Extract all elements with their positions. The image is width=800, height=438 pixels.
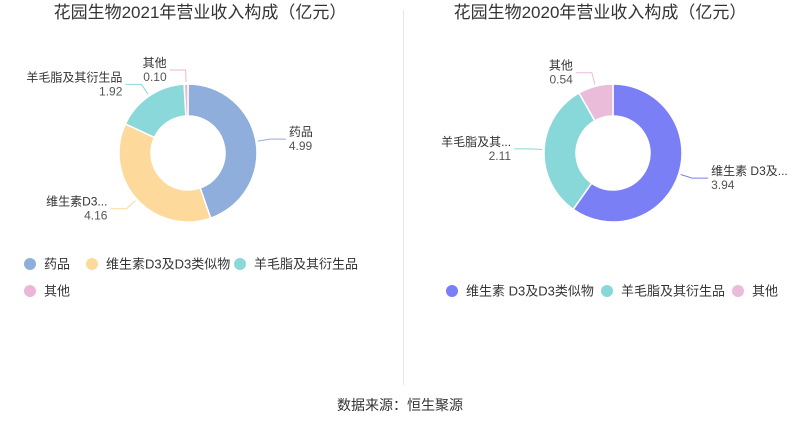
legend-marker [234, 258, 246, 270]
chart-title: 花园生物2021年营业收入构成（亿元） [54, 3, 347, 22]
slice-4[interactable] [183, 83, 189, 117]
donut-chart-2021: 花园生物2021年营业收入构成（亿元）药品4.99维生素D3...4.16羊毛脂… [24, 3, 358, 299]
divider [403, 10, 404, 385]
legend-marker [24, 258, 36, 270]
slice-label-value: 0.10 [143, 70, 167, 84]
slice-2[interactable] [543, 91, 596, 211]
slice-label-value: 4.16 [84, 209, 108, 223]
donut-chart-2020: 花园生物2020年营业收入构成（亿元） 维生素 D3及...3.94 羊毛脂及其..… [441, 3, 788, 299]
legend-marker [86, 258, 98, 270]
slice-label-value: 3.94 [711, 178, 735, 192]
slice-label-name: 羊毛脂及其... [441, 134, 511, 149]
legend-marker [732, 285, 744, 297]
legend-label: 药品 [44, 257, 70, 272]
donut-2020: 花园生物2020年营业收入构成（亿元） 维生素 D3及...3.94 羊毛脂及其..… [441, 3, 788, 299]
slice-2[interactable] [118, 122, 212, 223]
leader-line [575, 72, 596, 85]
legend-label: 其他 [44, 284, 70, 299]
leader-line [257, 138, 286, 142]
leader-line [514, 148, 543, 150]
legend-item[interactable]: 药品 [24, 257, 70, 272]
leader-line [680, 174, 709, 179]
slice-label-value: 2.11 [489, 149, 512, 163]
legend-label: 其他 [752, 284, 778, 299]
leader-line [110, 200, 136, 210]
leader-line [125, 83, 149, 95]
slice-label-value: 0.54 [550, 73, 574, 87]
slice-1[interactable] [187, 83, 258, 220]
slice-3[interactable] [578, 83, 614, 122]
slice-1[interactable] [572, 83, 683, 223]
slice-label-name: 其他 [549, 59, 573, 73]
legend-label: 维生素 D3及D3类似物 [466, 284, 594, 299]
legend-item[interactable]: 其他 [24, 284, 70, 299]
leader-line [169, 69, 187, 83]
legend-item[interactable]: 维生素 D3及D3类似物 [446, 284, 594, 299]
donut-2021: 花园生物2021年营业收入构成（亿元）药品4.99维生素D3...4.16羊毛脂… [24, 3, 358, 299]
legend-marker [446, 285, 458, 297]
legend-label: 维生素D3及D3类似物 [106, 257, 230, 272]
slice-label-name: 其他 [143, 56, 167, 70]
legend-marker [601, 285, 613, 297]
slice-label-name: 药品 [289, 125, 313, 139]
legend-marker [24, 285, 36, 297]
legend-item[interactable]: 羊毛脂及其衍生品 [601, 284, 725, 299]
legend-item[interactable]: 羊毛脂及其衍生品 [234, 257, 358, 272]
slice-label-value: 4.99 [289, 139, 313, 153]
slice-label-name: 维生素D3... [46, 195, 107, 209]
legend-label: 羊毛脂及其衍生品 [254, 257, 358, 272]
legend-label: 羊毛脂及其衍生品 [621, 284, 725, 299]
legend-item[interactable]: 其他 [732, 284, 778, 299]
slice-label-name: 维生素 D3及... [711, 164, 788, 178]
chart-title: 花园生物2020年营业收入构成（亿元） [454, 3, 747, 22]
slice-label-name: 羊毛脂及其衍生品 [26, 69, 122, 84]
data-source: 数据来源：恒生聚源 [337, 397, 463, 413]
slice-label-value: 1.92 [99, 84, 123, 98]
legend-item[interactable]: 维生素D3及D3类似物 [86, 257, 230, 272]
